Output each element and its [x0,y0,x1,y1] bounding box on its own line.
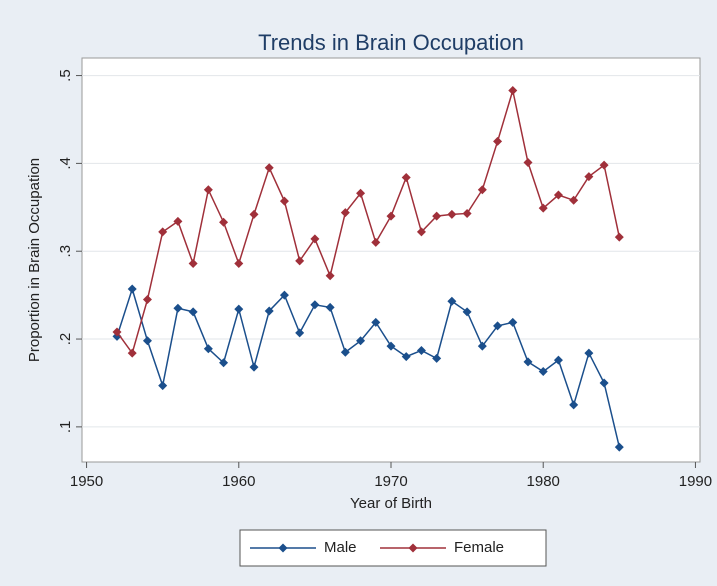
marker [432,353,442,363]
marker [279,290,289,300]
marker [584,348,594,358]
plot-area [81,57,701,463]
legend-label: Male [324,539,357,556]
marker [142,336,152,346]
marker [553,355,563,365]
y-tick-label: .5 [57,69,74,82]
series-line [116,90,621,355]
marker [249,209,259,219]
marker [264,163,274,173]
marker [538,203,548,213]
marker [142,295,152,305]
marker [493,136,503,146]
legend-marker [408,543,418,553]
marker [295,256,305,266]
marker [325,302,335,312]
marker [188,307,198,317]
legend-marker [278,543,288,553]
x-tick-label: 1990 [679,473,712,490]
marker [356,188,366,198]
marker [401,352,411,362]
series-line [116,286,621,448]
marker [508,317,518,327]
marker [599,160,609,170]
marker [508,85,518,95]
marker [310,234,320,244]
marker [614,442,624,452]
x-axis-title: Year of Birth [350,495,432,512]
marker [599,378,609,388]
marker [447,209,457,219]
marker [203,344,213,354]
marker [219,217,229,227]
marker [553,190,563,200]
marker [432,211,442,221]
marker [523,158,533,168]
x-tick-label: 1970 [374,473,407,490]
marker [340,347,350,357]
marker [219,358,229,368]
legend-label: Female [454,539,504,556]
y-axis-title: Proportion in Brain Occupation [26,158,43,362]
x-tick-label: 1960 [222,473,255,490]
marker [614,232,624,242]
marker [477,185,487,195]
marker [158,381,168,391]
marker [371,237,381,247]
marker [401,172,411,182]
marker [158,227,168,237]
marker [234,259,244,269]
marker [173,303,183,313]
y-tick-label: .2 [57,333,74,346]
marker [569,195,579,205]
marker [127,348,137,358]
marker [493,321,503,331]
marker [279,196,289,206]
marker [462,307,472,317]
marker [538,367,548,377]
marker [371,317,381,327]
marker [386,341,396,351]
x-tick-label: 1950 [70,473,103,490]
marker [249,362,259,372]
marker [173,216,183,226]
marker [188,259,198,269]
x-tick-label: 1980 [527,473,560,490]
marker [447,296,457,306]
marker [325,271,335,281]
marker [462,208,472,218]
marker [584,172,594,182]
marker [203,185,213,195]
marker [416,227,426,237]
marker [112,327,122,337]
marker [386,211,396,221]
y-tick-label: .1 [57,421,74,434]
marker [127,284,137,294]
marker [477,341,487,351]
marker [569,400,579,410]
y-tick-label: .3 [57,245,74,258]
marker [295,328,305,338]
marker [234,304,244,314]
chart-title: Trends in Brain Occupation [258,30,524,55]
y-tick-label: .4 [57,157,74,170]
marker [264,306,274,316]
marker [356,336,366,346]
marker [416,345,426,355]
marker [310,300,320,310]
marker [340,208,350,218]
marker [523,357,533,367]
